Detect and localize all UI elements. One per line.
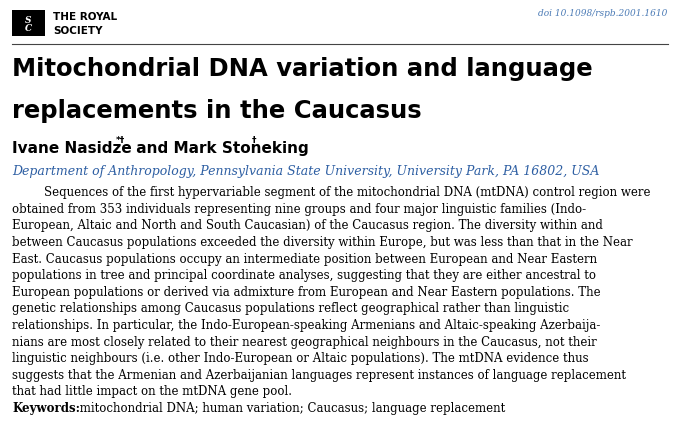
Text: genetic relationships among Caucasus populations reflect geographical rather tha: genetic relationships among Caucasus pop… xyxy=(12,302,569,315)
Text: Sequences of the first hypervariable segment of the mitochondrial DNA (mtDNA) co: Sequences of the first hypervariable seg… xyxy=(44,186,651,199)
Text: linguistic neighbours (i.e. other Indo-European or Altaic populations). The mtDN: linguistic neighbours (i.e. other Indo-E… xyxy=(12,351,589,364)
Text: that had little impact on the mtDNA gene pool.: that had little impact on the mtDNA gene… xyxy=(12,384,292,397)
Text: populations in tree and principal coordinate analyses, suggesting that they are : populations in tree and principal coordi… xyxy=(12,268,596,282)
Text: S
C: S C xyxy=(25,15,32,33)
Text: between Caucasus populations exceeded the diversity within Europe, but was less : between Caucasus populations exceeded th… xyxy=(12,236,633,249)
Text: mitochondrial DNA; human variation; Caucasus; language replacement: mitochondrial DNA; human variation; Cauc… xyxy=(76,401,505,414)
Text: Mitochondrial DNA variation and language: Mitochondrial DNA variation and language xyxy=(12,57,593,81)
Text: THE ROYAL: THE ROYAL xyxy=(53,12,117,22)
Text: European populations or derived via admixture from European and Near Eastern pop: European populations or derived via admi… xyxy=(12,285,601,298)
Text: Keywords:: Keywords: xyxy=(12,401,80,414)
Text: suggests that the Armenian and Azerbaijanian languages represent instances of la: suggests that the Armenian and Azerbaija… xyxy=(12,368,626,381)
Text: doi 10.1098/rspb.2001.1610: doi 10.1098/rspb.2001.1610 xyxy=(539,9,668,18)
Text: obtained from 353 individuals representing nine groups and four major linguistic: obtained from 353 individuals representi… xyxy=(12,203,586,215)
Text: relationships. In particular, the Indo-European-speaking Armenians and Altaic-sp: relationships. In particular, the Indo-E… xyxy=(12,318,600,331)
Text: SOCIETY: SOCIETY xyxy=(53,26,103,36)
Text: East. Caucasus populations occupy an intermediate position between European and : East. Caucasus populations occupy an int… xyxy=(12,252,597,265)
Text: and Mark Stoneking: and Mark Stoneking xyxy=(131,141,308,156)
Text: *†: *† xyxy=(116,136,125,145)
Text: Ivane Nasidze: Ivane Nasidze xyxy=(12,141,132,156)
Bar xyxy=(12,11,45,37)
Text: Department of Anthropology, Pennsylvania State University, University Park, PA 1: Department of Anthropology, Pennsylvania… xyxy=(12,164,600,177)
Text: replacements in the Caucasus: replacements in the Caucasus xyxy=(12,99,422,123)
Text: European, Altaic and North and South Caucasian) of the Caucasus region. The dive: European, Altaic and North and South Cau… xyxy=(12,219,603,232)
Text: nians are most closely related to their nearest geographical neighbours in the C: nians are most closely related to their … xyxy=(12,335,597,348)
Text: †: † xyxy=(252,136,256,145)
